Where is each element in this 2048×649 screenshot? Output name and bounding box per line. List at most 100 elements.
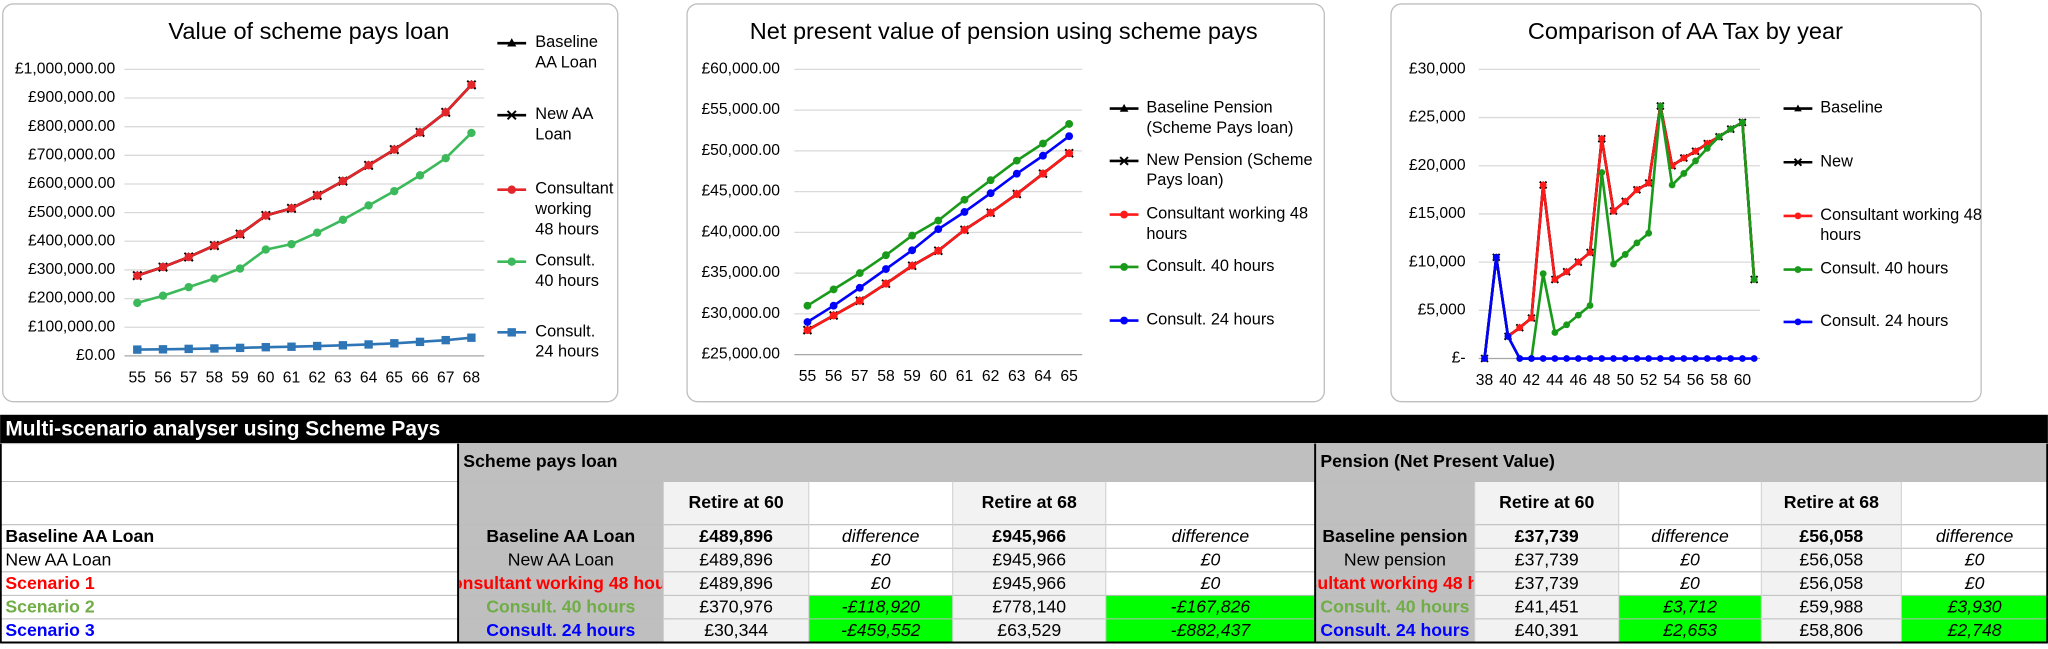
series-line xyxy=(136,131,473,305)
cell-value: difference xyxy=(842,526,920,546)
data-point xyxy=(210,344,219,353)
cell-value: £30,344 xyxy=(704,620,768,640)
data-point xyxy=(210,274,219,283)
highlight-cell xyxy=(1618,595,1762,619)
x-tick-label: 57 xyxy=(180,369,197,386)
data-point xyxy=(467,333,476,342)
cell-value: £778,140 xyxy=(992,596,1066,616)
legend-label: Baseline xyxy=(1820,99,1883,117)
data-point xyxy=(1692,157,1699,165)
highlight-cell xyxy=(1901,595,2048,619)
cell-value: difference xyxy=(1172,526,1250,546)
chart-frame xyxy=(2,3,619,403)
data-point xyxy=(235,229,245,239)
chart-frame xyxy=(1390,3,1982,403)
cell-value: £0 xyxy=(1964,573,1985,593)
data-point xyxy=(1645,355,1653,362)
y-tick-label: £- xyxy=(1452,350,1466,367)
data-point xyxy=(829,311,838,320)
data-point xyxy=(960,225,969,234)
legend-label: Baseline Pension (Scheme Pays loan) xyxy=(1146,99,1293,137)
legend-marker xyxy=(507,185,516,194)
legend-label: Consultant working 48 hours xyxy=(534,180,618,239)
y-tick-label: £10,000 xyxy=(1409,253,1466,270)
cell-value: £40,391 xyxy=(1515,620,1579,640)
x-tick-label: 52 xyxy=(1640,372,1657,389)
legend-label: Consult. 24 hours xyxy=(1146,311,1274,329)
legend-marker xyxy=(507,328,516,337)
data-point xyxy=(1668,181,1676,189)
row-label: New AA Loan xyxy=(5,549,111,569)
data-point xyxy=(1621,198,1629,205)
y-tick-label: £60,000.00 xyxy=(701,60,780,77)
series xyxy=(133,333,476,354)
cell-value: £58,806 xyxy=(1799,620,1863,640)
data-point xyxy=(1703,355,1711,362)
data-point xyxy=(960,208,969,216)
x-tick-label: 60 xyxy=(257,369,275,386)
row-label: Baseline AA Loan xyxy=(5,526,154,546)
y-tick-label: £400,000.00 xyxy=(28,232,116,249)
cell-value: -£882,437 xyxy=(1171,620,1252,640)
data-point xyxy=(1727,125,1735,133)
data-point xyxy=(338,341,348,350)
series xyxy=(1481,253,1758,362)
row-label: Scenario 3 xyxy=(5,620,94,640)
legend-label: Consult. 40 hours xyxy=(535,252,600,290)
data-point xyxy=(1551,276,1559,283)
data-point xyxy=(133,271,142,280)
x-tick-label: 59 xyxy=(231,369,248,386)
data-point xyxy=(158,262,168,272)
data-point xyxy=(1610,260,1617,268)
data-point xyxy=(1539,355,1547,362)
x-tick-label: 56 xyxy=(1687,372,1705,389)
row-name: Consultant working 48 hours xyxy=(439,573,682,593)
data-point xyxy=(261,245,270,254)
x-tick-label: 38 xyxy=(1476,372,1494,389)
data-point xyxy=(313,228,322,237)
legend-marker xyxy=(1794,266,1802,273)
data-point xyxy=(855,283,864,292)
data-point xyxy=(390,145,399,154)
x-tick-label: 40 xyxy=(1499,372,1517,389)
x-tick-label: 62 xyxy=(982,368,999,385)
data-point xyxy=(441,153,450,163)
data-point xyxy=(1645,229,1653,237)
data-point xyxy=(184,252,193,262)
cell-value: £56,058 xyxy=(1799,573,1863,593)
data-point xyxy=(1065,120,1074,128)
data-point xyxy=(803,318,812,326)
chart: Value of scheme pays loan £0.00 £100,000.0… xyxy=(2,3,619,403)
data-point xyxy=(1621,251,1629,258)
cell-value: £63,529 xyxy=(997,620,1061,640)
highlight-cell xyxy=(1618,618,1762,643)
data-point xyxy=(1750,276,1758,283)
data-point xyxy=(1586,302,1594,309)
data-point xyxy=(441,108,450,117)
data-point xyxy=(1563,268,1571,276)
data-point xyxy=(1598,135,1606,143)
row-name: New AA Loan xyxy=(508,549,614,569)
x-tick-label: 63 xyxy=(1008,368,1026,385)
cell-value: difference xyxy=(1936,526,2014,546)
x-tick-label: 65 xyxy=(386,369,404,386)
y-tick-label: £1,000,000.00 xyxy=(15,60,116,77)
cell-value: £0 xyxy=(1679,573,1700,593)
y-tick-label: £800,000.00 xyxy=(28,118,116,135)
y-tick-label: £100,000.00 xyxy=(28,318,116,335)
title-bar xyxy=(0,414,2048,444)
data-point xyxy=(1039,169,1047,178)
data-point xyxy=(1012,190,1021,198)
x-tick-label: 58 xyxy=(206,369,224,386)
legend-marker xyxy=(1794,212,1802,220)
data-point xyxy=(1065,149,1074,158)
column-header: Retire at 60 xyxy=(689,492,784,512)
data-point xyxy=(1645,179,1653,187)
data-point xyxy=(1012,169,1021,178)
data-point xyxy=(1586,355,1594,362)
cell-value: £945,966 xyxy=(992,526,1066,546)
data-point xyxy=(855,296,864,305)
data-point xyxy=(1680,170,1688,177)
data-point xyxy=(1065,132,1074,141)
